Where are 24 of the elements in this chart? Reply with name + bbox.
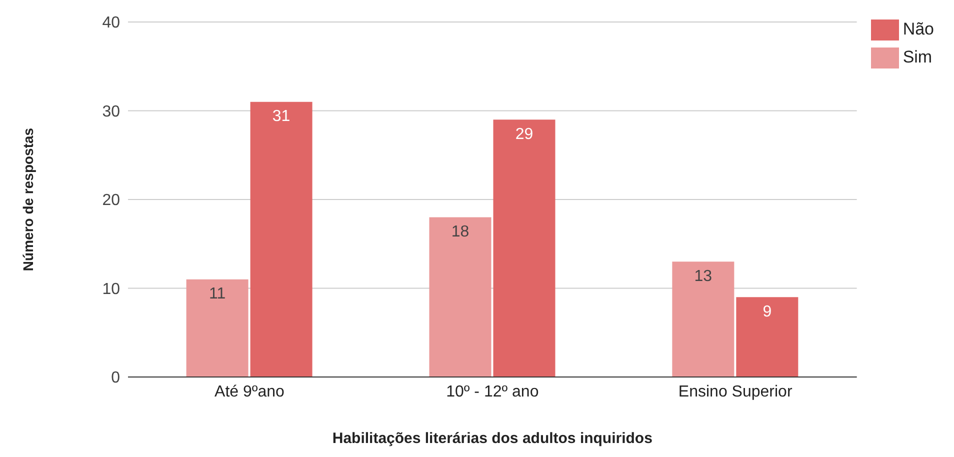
y-tick-label: 20 [102,192,120,210]
legend-label: Não [902,19,934,38]
y-tick-label: 10 [102,280,120,298]
bar [672,262,734,377]
y-tick-label: 40 [102,14,120,32]
bar [250,102,312,377]
data-label: 11 [209,286,226,303]
y-axis-title: Número de respostas [20,128,36,272]
x-tick-label: Até 9ºano [214,383,285,400]
x-axis-title: Habilitações literárias dos adultos inquiridos [332,430,652,447]
x-tick-label: 10º - 12º ano [446,383,539,400]
data-label: 9 [762,303,772,320]
data-label: 31 [272,108,290,126]
bar [429,217,492,377]
data-label: 29 [515,126,534,143]
y-tick-label: 0 [111,370,120,387]
x-tick-label: Ensino Superior [678,383,793,400]
data-label: 13 [694,268,712,285]
legend-label: Sim [902,47,932,66]
bar [493,120,556,377]
bar [736,297,798,377]
data-label: 18 [451,224,470,241]
y-tick-label: 30 [102,103,120,120]
bar [186,279,248,377]
